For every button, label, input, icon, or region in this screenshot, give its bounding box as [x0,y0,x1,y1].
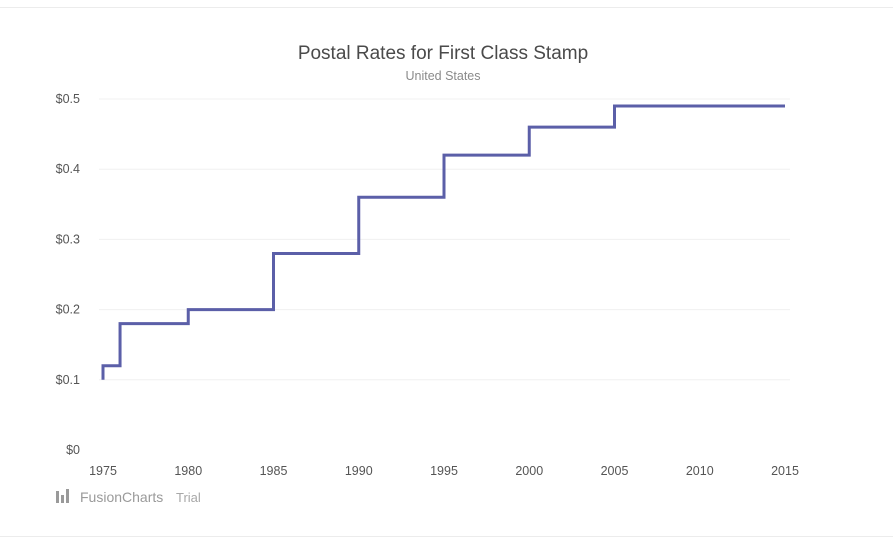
x-tick-label: 1980 [174,464,202,478]
bottom-divider [0,536,893,537]
x-tick-label: 1985 [260,464,288,478]
fusioncharts-watermark[interactable]: FusionCharts Trial [56,489,201,505]
x-axis: 1975 1980 1985 1990 1995 2000 2005 2010 2015 [89,464,799,478]
y-tick-label: $0 [66,443,80,457]
y-axis: $0 $0.1 $0.2 $0.3 $0.4 $0.5 [56,92,80,457]
chart-title: Postal Rates for First Class Stamp [298,43,588,64]
fusioncharts-logo-icon [56,489,69,503]
chart-subtitle: United States [405,69,480,83]
x-tick-label: 2015 [771,464,799,478]
y-tick-label: $0.4 [56,162,80,176]
x-tick-label: 1995 [430,464,458,478]
series-layer[interactable] [101,104,785,380]
y-tick-label: $0.3 [56,232,80,246]
x-tick-label: 2010 [686,464,714,478]
x-tick-label: 1975 [89,464,117,478]
series-line[interactable] [101,104,785,380]
y-tick-label: $0.2 [56,303,80,317]
x-tick-label: 2000 [515,464,543,478]
x-tick-label: 1990 [345,464,373,478]
grid-layer [99,98,790,381]
y-tick-label: $0.5 [56,92,80,106]
y-tick-label: $0.1 [56,373,80,387]
watermark-brand: FusionCharts [80,489,163,505]
x-tick-label: 2005 [601,464,629,478]
top-divider [0,7,893,8]
watermark-trial: Trial [176,490,201,505]
